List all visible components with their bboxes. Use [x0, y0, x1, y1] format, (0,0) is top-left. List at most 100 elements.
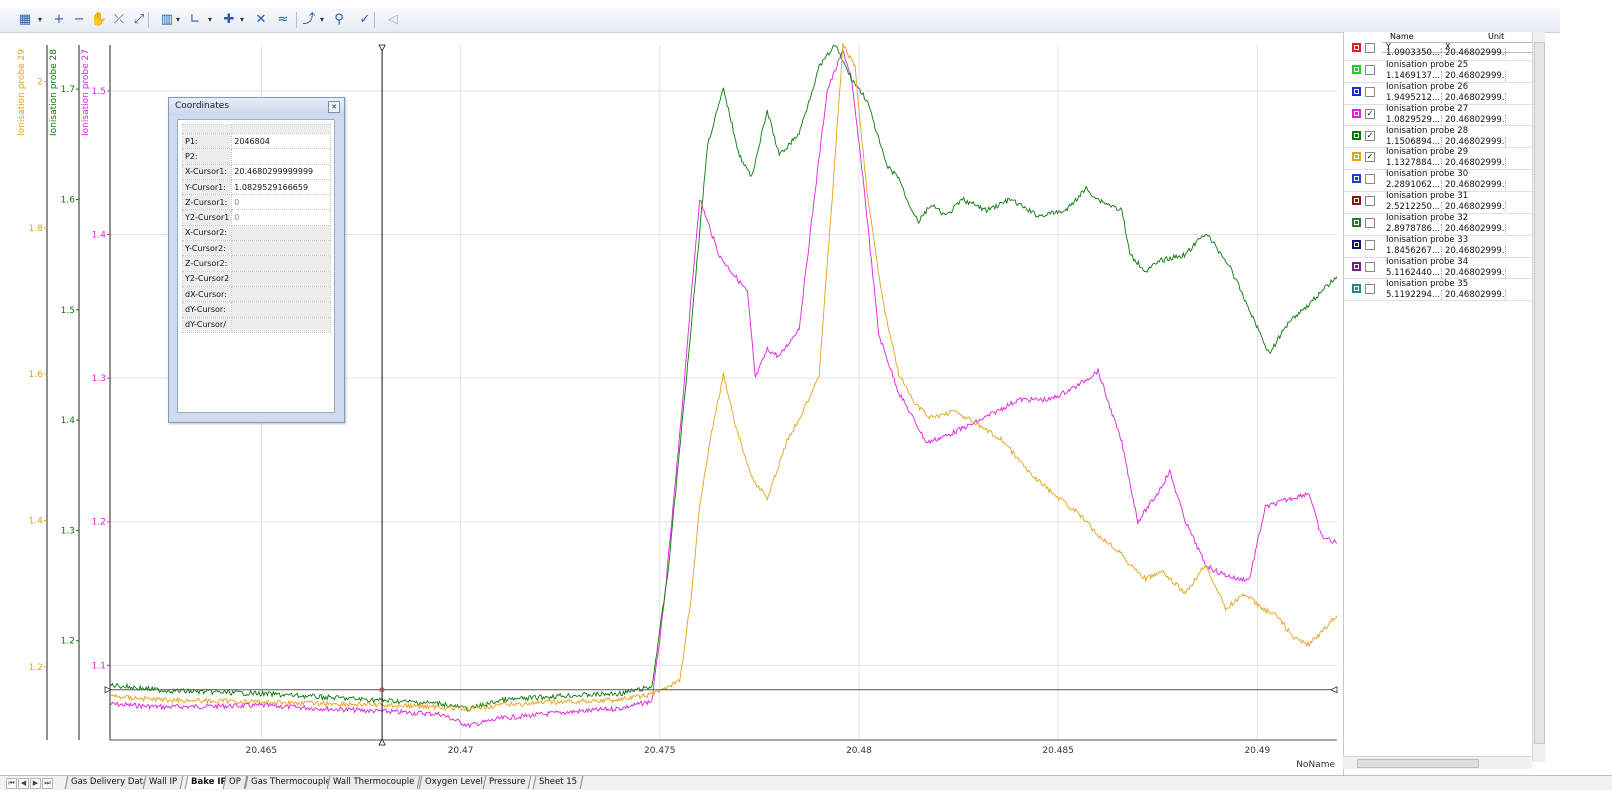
- coordinate-value[interactable]: 20.4680299999999: [231, 163, 331, 180]
- zoom-reset-icon[interactable]: ⤫: [113, 12, 125, 27]
- legend-item[interactable]: ✓ Ionisation probe 28 1.1506894... 20.46802…: [1344, 126, 1532, 149]
- vertical-scroll-thumb[interactable]: [1534, 42, 1545, 744]
- axis-settings-icon[interactable]: ▥: [160, 12, 174, 27]
- legend-item[interactable]: ✓ Ionisation probe 29 1.1327884... 20.46802…: [1344, 147, 1532, 171]
- series-visibility-checkbox[interactable]: ✓: [1365, 152, 1375, 163]
- chart-type-icon[interactable]: ▦: [18, 12, 32, 27]
- axes-icon[interactable]: ∟: [189, 12, 201, 27]
- series-visibility-checkbox[interactable]: ✓: [1365, 130, 1375, 141]
- legend-item[interactable]: Ionisation probe 32 2.8978786... 20.468029…: [1344, 213, 1532, 236]
- coordinate-value[interactable]: [231, 285, 331, 303]
- horizontal-scroll-thumb[interactable]: [1357, 759, 1479, 768]
- sheet-tab[interactable]: Oxygen Level: [418, 776, 490, 789]
- series-line-probe-27[interactable]: [109, 48, 1338, 729]
- series-line-probe-28[interactable]: [109, 44, 1338, 712]
- series-visibility-checkbox[interactable]: [1365, 174, 1375, 185]
- sheet-tab[interactable]: OP: [222, 776, 248, 789]
- curve-mark-icon[interactable]: ✕: [255, 12, 267, 27]
- series-visibility-checkbox[interactable]: [1365, 283, 1375, 294]
- series-color-swatch[interactable]: [1352, 283, 1361, 293]
- coordinates-window[interactable]: Coordinates ✕ P1: 2046804 P2: X-Cursor1: 20.…: [168, 97, 345, 423]
- coordinate-value[interactable]: [231, 224, 331, 242]
- series-color-swatch[interactable]: [1352, 108, 1361, 118]
- last-sheet-icon[interactable]: ⏭: [42, 778, 53, 789]
- coordinate-value[interactable]: 2046804: [231, 132, 331, 150]
- series-visibility-checkbox[interactable]: [1365, 261, 1375, 272]
- close-icon[interactable]: ✕: [328, 101, 340, 113]
- sheet-tab[interactable]: Gas Thermocouple: [244, 776, 338, 789]
- series-color-swatch[interactable]: [1352, 174, 1361, 184]
- dropdown-arrow-icon[interactable]: ▾: [207, 15, 212, 24]
- series-color-swatch[interactable]: [1352, 261, 1361, 271]
- cursor-left-handle[interactable]: [104, 686, 112, 694]
- cursor-bottom-handle[interactable]: [378, 738, 386, 746]
- legend-item[interactable]: Ionisation probe 35 5.1192294... 20.468029…: [1344, 279, 1532, 302]
- legend-item[interactable]: Ionisation probe 34 5.1162440... 20.468029…: [1344, 257, 1532, 280]
- coordinate-value[interactable]: [231, 270, 331, 287]
- sheet-tab[interactable]: Pressure: [482, 776, 532, 789]
- sheet-tab[interactable]: Sheet 15: [532, 776, 584, 789]
- series-color-swatch[interactable]: [1352, 217, 1361, 227]
- series-visibility-checkbox[interactable]: ✓: [1365, 108, 1375, 119]
- cursor-right-handle[interactable]: [1330, 686, 1338, 694]
- legend-col-y[interactable]: Y: [1386, 42, 1391, 51]
- series-color-swatch[interactable]: [1352, 196, 1361, 206]
- legend-col-x[interactable]: X: [1445, 42, 1451, 51]
- coordinate-value[interactable]: [231, 240, 331, 257]
- legend-col-unit[interactable]: Unit: [1488, 32, 1505, 41]
- cursor-point[interactable]: [379, 687, 385, 693]
- coordinate-value[interactable]: [231, 301, 331, 318]
- zoom-out-icon[interactable]: −: [73, 12, 85, 27]
- series-visibility-checkbox[interactable]: [1365, 65, 1375, 75]
- coordinate-value[interactable]: 0: [231, 194, 331, 211]
- coordinate-value[interactable]: [231, 148, 331, 165]
- series-color-swatch[interactable]: [1352, 43, 1361, 52]
- prev-sheet-icon[interactable]: ◀: [18, 778, 29, 789]
- cursor-top-handle[interactable]: [378, 44, 386, 52]
- next-sheet-icon[interactable]: ▶: [30, 778, 41, 789]
- vertical-scrollbar[interactable]: [1532, 32, 1545, 762]
- zoom-in-icon[interactable]: +: [53, 12, 65, 27]
- curve-list-icon[interactable]: ≈: [277, 12, 289, 27]
- dropdown-arrow-icon[interactable]: ▾: [319, 15, 324, 24]
- legend-item[interactable]: Ionisation probe 31 2.5212250... 20.468029…: [1344, 191, 1532, 214]
- cursor-icon[interactable]: ✚: [223, 12, 235, 27]
- legend-item[interactable]: ✓ Ionisation probe 27 1.0829529... 20.46802…: [1344, 104, 1532, 127]
- sheet-tab[interactable]: Wall Thermocouple: [326, 776, 421, 789]
- series-visibility-checkbox[interactable]: [1365, 43, 1375, 53]
- coordinate-value[interactable]: 0: [231, 209, 331, 226]
- check-curve-icon[interactable]: ✓: [359, 12, 371, 27]
- filter-icon[interactable]: ⚲: [334, 12, 344, 27]
- series-color-swatch[interactable]: [1352, 239, 1361, 249]
- series-visibility-checkbox[interactable]: [1365, 196, 1375, 207]
- mute-icon[interactable]: ◁: [388, 12, 398, 27]
- horizontal-scrollbar[interactable]: [1343, 756, 1531, 769]
- series-color-swatch[interactable]: [1352, 65, 1361, 74]
- coordinate-value[interactable]: [231, 255, 331, 272]
- legend-item[interactable]: Ionisation probe 33 1.8456267... 20.468029…: [1344, 235, 1532, 258]
- legend-item[interactable]: Ionisation probe 30 2.2891062... 20.468029…: [1344, 169, 1532, 193]
- series-color-swatch[interactable]: [1352, 86, 1361, 96]
- coordinates-titlebar[interactable]: Coordinates ✕: [169, 98, 344, 116]
- series-color-swatch[interactable]: [1352, 130, 1361, 140]
- line-style-icon[interactable]: ⤴: [302, 12, 316, 27]
- coordinate-value[interactable]: [231, 316, 331, 333]
- dropdown-arrow-icon[interactable]: ▾: [175, 15, 180, 24]
- series-color-swatch[interactable]: [1352, 152, 1361, 162]
- legend-item[interactable]: 1.0903350... 20.46802999...: [1344, 43, 1532, 61]
- legend-item[interactable]: Ionisation probe 25 1.1469137... 20.468029…: [1344, 60, 1532, 83]
- legend-col-name[interactable]: Name: [1390, 32, 1414, 41]
- dropdown-arrow-icon[interactable]: ▾: [239, 15, 244, 24]
- sheet-tab[interactable]: Gas Delivery Data: [64, 776, 155, 789]
- series-line-probe-29[interactable]: [109, 43, 1338, 712]
- sheet-tab[interactable]: Wall IP: [142, 776, 184, 789]
- coordinate-value[interactable]: 1.0829529166659: [231, 178, 331, 196]
- pan-icon[interactable]: ✋: [90, 12, 108, 27]
- legend-item[interactable]: Ionisation probe 26 1.9495212... 20.468029…: [1344, 82, 1532, 105]
- series-visibility-checkbox[interactable]: [1365, 217, 1375, 228]
- dropdown-arrow-icon[interactable]: ▾: [37, 15, 42, 24]
- first-sheet-icon[interactable]: ⏮: [6, 778, 17, 789]
- series-visibility-checkbox[interactable]: [1365, 86, 1375, 97]
- series-visibility-checkbox[interactable]: [1365, 239, 1375, 250]
- zoom-fit-icon[interactable]: ⤢: [133, 12, 145, 27]
